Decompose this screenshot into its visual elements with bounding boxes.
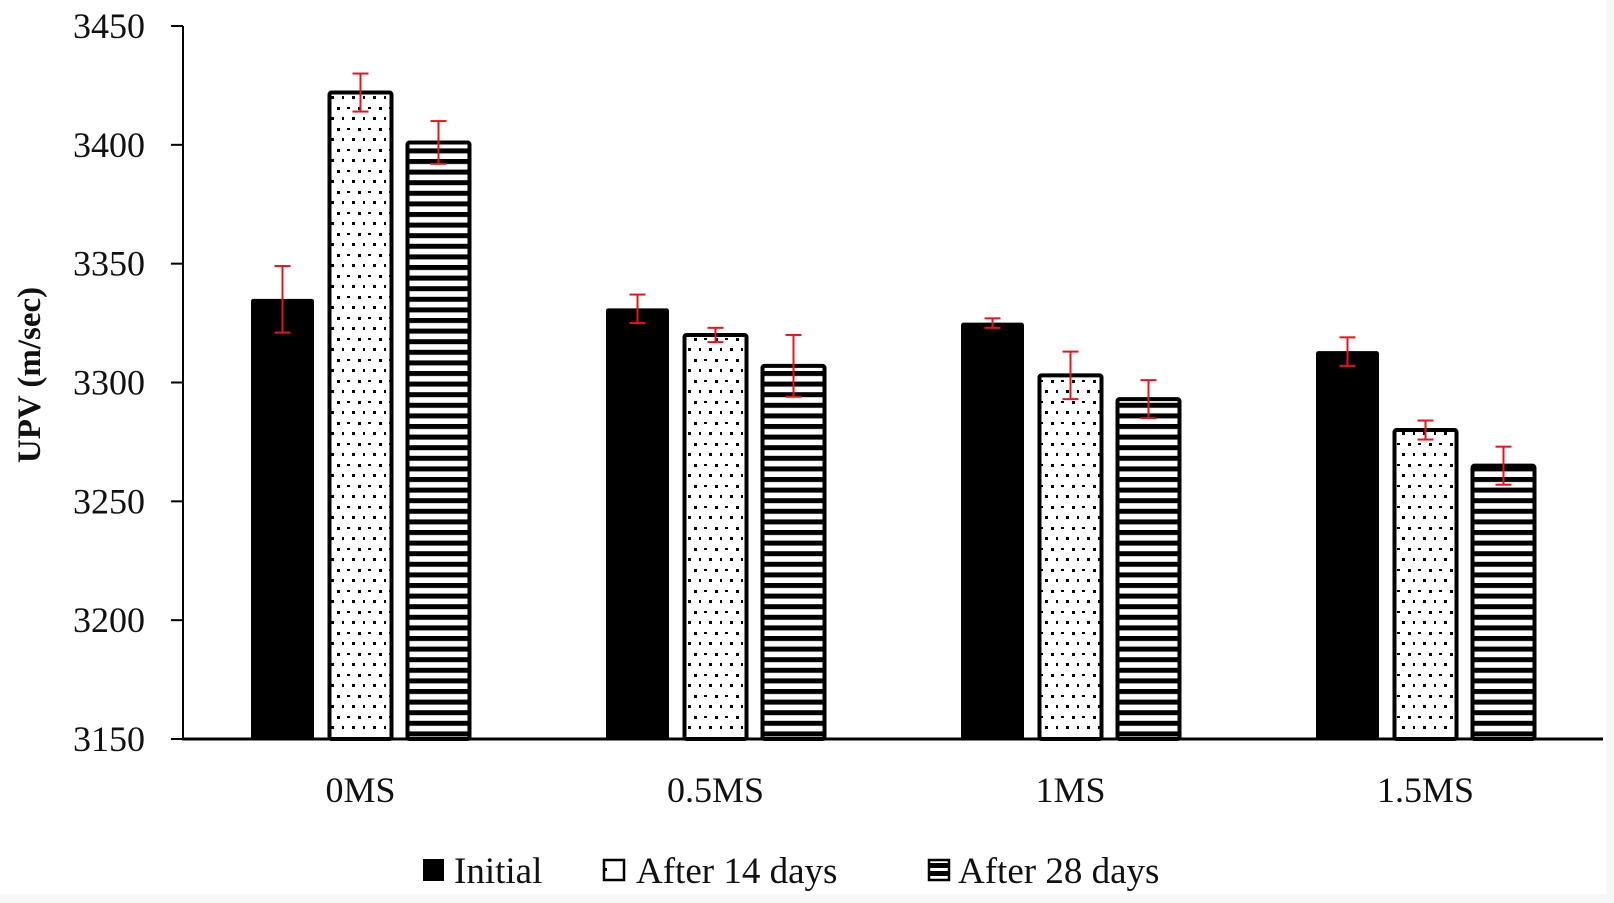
y-tick-label: 3450 <box>73 6 145 46</box>
error-bar <box>274 265 291 334</box>
error-bar <box>629 293 646 325</box>
error-bar <box>707 326 724 344</box>
legend-label-initial: Initial <box>454 851 542 892</box>
error-bars-layer <box>274 72 1512 486</box>
bars-layer <box>251 90 1537 741</box>
error-bar <box>1417 419 1434 441</box>
x-category-label: 1.5MS <box>1377 770 1474 810</box>
bar-after-14-days-1-5ms <box>1392 428 1459 741</box>
bar-after-28-days-0-5ms <box>760 363 827 741</box>
legend-label-after-28-days: After 28 days <box>958 851 1159 892</box>
y-tick-label: 3350 <box>73 244 145 284</box>
y-tick-label: 3200 <box>73 600 145 640</box>
bar-initial-1ms <box>961 322 1024 740</box>
y-ticks: 3150 3200 3250 3300 3350 3400 3450 <box>73 6 183 759</box>
error-bar <box>430 120 447 165</box>
y-axis-label: UPV (m/sec) <box>12 287 48 463</box>
legend-label-after-14-days: After 14 days <box>636 851 837 892</box>
legend-item-after-28-days: After 28 days <box>927 851 1159 892</box>
error-bar <box>352 72 369 113</box>
y-tick-label: 3400 <box>73 125 145 165</box>
bar-after-28-days-0ms <box>405 140 472 741</box>
axes <box>182 26 1603 741</box>
legend-swatch-solid <box>423 859 444 881</box>
x-category-labels: 0MS 0.5MS 1MS 1.5MS <box>325 770 1474 810</box>
bar-initial-0ms <box>251 298 314 740</box>
error-bar <box>1339 336 1356 367</box>
x-category-label: 0MS <box>325 770 395 810</box>
legend-item-after-14-days: After 14 days <box>602 851 837 892</box>
bar-initial-0-5ms <box>606 308 669 740</box>
legend-swatch-stripes <box>927 858 951 882</box>
x-category-label: 0.5MS <box>667 770 764 810</box>
bar-initial-1-5ms <box>1316 351 1379 740</box>
y-tick-label: 3300 <box>73 363 145 403</box>
error-bar <box>785 333 802 398</box>
bar-after-14-days-1ms <box>1037 373 1104 741</box>
error-bar <box>984 317 1001 329</box>
error-bar <box>1140 379 1157 420</box>
bar-after-14-days-0-5ms <box>682 332 749 741</box>
legend: Initial After 14 days After 28 days <box>423 851 1159 892</box>
legend-item-initial: Initial <box>423 851 542 892</box>
y-tick-label: 3250 <box>73 481 145 521</box>
y-tick-label: 3150 <box>73 719 145 759</box>
legend-swatch-dots <box>602 858 626 882</box>
error-bar <box>1062 350 1079 401</box>
bar-after-14-days-0ms <box>327 90 394 741</box>
bar-after-28-days-1-5ms <box>1470 463 1537 741</box>
error-bar <box>1495 445 1512 486</box>
x-category-label: 1MS <box>1035 770 1105 810</box>
bar-after-28-days-1ms <box>1115 397 1182 741</box>
